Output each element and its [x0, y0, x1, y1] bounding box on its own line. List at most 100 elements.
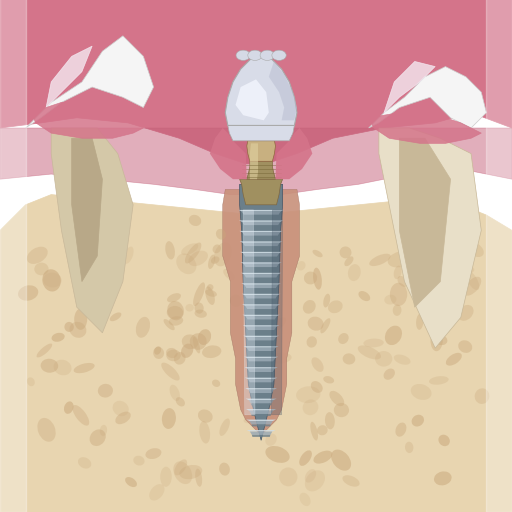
- Ellipse shape: [223, 269, 235, 280]
- Polygon shape: [247, 348, 275, 351]
- Polygon shape: [251, 414, 271, 416]
- Ellipse shape: [176, 397, 185, 407]
- Ellipse shape: [98, 384, 113, 397]
- Ellipse shape: [303, 399, 318, 415]
- Ellipse shape: [73, 405, 89, 425]
- Polygon shape: [0, 128, 512, 195]
- Ellipse shape: [463, 266, 474, 273]
- Ellipse shape: [198, 410, 212, 423]
- Polygon shape: [225, 54, 297, 125]
- Ellipse shape: [52, 333, 65, 342]
- Ellipse shape: [325, 412, 335, 430]
- Polygon shape: [241, 273, 281, 274]
- Ellipse shape: [189, 215, 201, 226]
- Ellipse shape: [358, 346, 381, 359]
- Ellipse shape: [263, 388, 270, 396]
- Ellipse shape: [253, 414, 274, 424]
- Ellipse shape: [136, 317, 150, 338]
- Ellipse shape: [176, 253, 197, 274]
- Polygon shape: [51, 128, 133, 333]
- Polygon shape: [246, 288, 276, 290]
- Polygon shape: [384, 61, 435, 113]
- Ellipse shape: [248, 50, 262, 60]
- Polygon shape: [399, 138, 451, 307]
- Polygon shape: [244, 357, 278, 358]
- Ellipse shape: [165, 241, 175, 260]
- Polygon shape: [240, 241, 283, 243]
- Ellipse shape: [308, 316, 324, 331]
- Ellipse shape: [195, 303, 204, 314]
- Ellipse shape: [412, 415, 424, 426]
- Polygon shape: [250, 143, 258, 179]
- Ellipse shape: [465, 270, 479, 290]
- Ellipse shape: [100, 425, 107, 436]
- Polygon shape: [379, 128, 481, 348]
- Ellipse shape: [145, 448, 161, 459]
- Ellipse shape: [133, 456, 144, 465]
- Polygon shape: [246, 316, 276, 319]
- Ellipse shape: [323, 294, 330, 308]
- Ellipse shape: [375, 351, 392, 367]
- Polygon shape: [242, 211, 281, 215]
- Ellipse shape: [199, 421, 210, 443]
- Polygon shape: [246, 399, 276, 400]
- Ellipse shape: [331, 450, 351, 471]
- Ellipse shape: [27, 247, 48, 264]
- Polygon shape: [248, 390, 274, 393]
- Polygon shape: [244, 285, 278, 288]
- Polygon shape: [244, 264, 279, 267]
- Ellipse shape: [181, 243, 198, 255]
- Polygon shape: [249, 421, 273, 424]
- Polygon shape: [247, 141, 275, 161]
- Ellipse shape: [36, 344, 52, 357]
- Ellipse shape: [465, 242, 484, 257]
- Ellipse shape: [193, 337, 200, 353]
- Polygon shape: [240, 231, 283, 232]
- Polygon shape: [243, 253, 279, 257]
- Polygon shape: [0, 0, 512, 164]
- Ellipse shape: [37, 418, 56, 442]
- Polygon shape: [243, 315, 280, 316]
- Ellipse shape: [358, 291, 370, 301]
- Polygon shape: [369, 67, 486, 128]
- Polygon shape: [243, 210, 255, 415]
- Polygon shape: [248, 319, 274, 322]
- Ellipse shape: [279, 467, 297, 486]
- Polygon shape: [247, 298, 275, 301]
- Ellipse shape: [216, 229, 226, 240]
- Ellipse shape: [205, 286, 215, 305]
- Ellipse shape: [343, 353, 355, 365]
- Polygon shape: [236, 79, 269, 120]
- Ellipse shape: [307, 336, 317, 348]
- Ellipse shape: [90, 430, 106, 446]
- Ellipse shape: [272, 50, 286, 60]
- Ellipse shape: [338, 333, 349, 344]
- Ellipse shape: [74, 363, 95, 373]
- Ellipse shape: [174, 352, 185, 365]
- Polygon shape: [271, 210, 283, 415]
- Polygon shape: [228, 125, 294, 141]
- Ellipse shape: [18, 285, 38, 301]
- Ellipse shape: [179, 465, 202, 479]
- Ellipse shape: [195, 310, 207, 318]
- Ellipse shape: [446, 353, 462, 366]
- Polygon shape: [245, 246, 278, 248]
- Ellipse shape: [434, 334, 447, 345]
- Polygon shape: [269, 61, 297, 120]
- Polygon shape: [250, 382, 272, 385]
- Ellipse shape: [167, 293, 181, 303]
- Polygon shape: [248, 330, 274, 332]
- Polygon shape: [242, 294, 281, 295]
- Ellipse shape: [162, 408, 176, 429]
- Ellipse shape: [395, 422, 407, 437]
- Ellipse shape: [383, 369, 395, 380]
- Polygon shape: [252, 435, 270, 437]
- Polygon shape: [251, 424, 271, 426]
- Polygon shape: [0, 0, 512, 10]
- Polygon shape: [244, 225, 278, 227]
- Ellipse shape: [438, 435, 450, 446]
- Ellipse shape: [181, 344, 194, 358]
- Ellipse shape: [193, 282, 205, 306]
- Ellipse shape: [84, 288, 97, 304]
- Polygon shape: [246, 420, 276, 421]
